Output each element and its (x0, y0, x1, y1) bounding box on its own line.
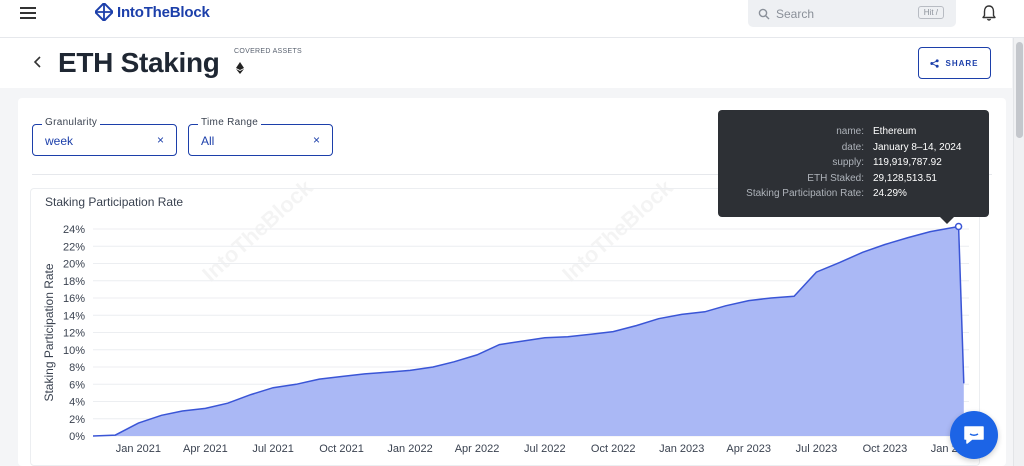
x-tick-label: Apr 2021 (183, 443, 228, 455)
granularity-label: Granularity (42, 117, 101, 128)
y-tick-label: 22% (63, 241, 85, 253)
x-tick-label: Oct 2021 (319, 443, 364, 455)
share-label: SHARE (945, 58, 979, 68)
tooltip-key: Staking Participation Rate: (746, 188, 864, 199)
search-input[interactable] (776, 6, 906, 21)
y-tick-label: 10% (63, 345, 85, 357)
series-line (92, 225, 965, 437)
y-tick-label: 0% (69, 431, 85, 443)
chat-icon (964, 426, 984, 444)
search-bar[interactable]: Hit / (748, 0, 956, 27)
page-header: ETH Staking COVERED ASSETS SHARE (0, 38, 1012, 88)
ethereum-icon[interactable] (236, 62, 244, 74)
y-tick-label: 14% (63, 310, 85, 322)
divider (32, 174, 992, 175)
top-navigation: IntoTheBlock Hit / (0, 0, 1024, 38)
close-icon[interactable]: × (156, 133, 164, 147)
tooltip-row: supply: 119,919,787.92 (718, 157, 989, 171)
x-tick-label: Jan 2021 (116, 443, 161, 455)
share-button[interactable]: SHARE (918, 47, 991, 79)
covered-assets-label: COVERED ASSETS (234, 48, 302, 55)
share-icon (930, 58, 940, 68)
tooltip-row: ETH Staked: 29,128,513.51 (718, 173, 989, 187)
tooltip-value: 24.29% (873, 188, 907, 199)
x-tick-label: Jan 2023 (659, 443, 704, 455)
y-tick-label: 24% (63, 224, 85, 236)
y-tick-label: 2% (69, 414, 85, 426)
y-tick-label: 6% (69, 379, 85, 391)
close-icon[interactable]: × (312, 133, 320, 147)
x-tick-label: Jul 2022 (524, 443, 566, 455)
tooltip-row: name: Ethereum (718, 126, 989, 140)
bell-icon[interactable] (981, 4, 997, 22)
x-tick-label: Apr 2023 (726, 443, 771, 455)
staking-rate-chart[interactable]: 0% 2% 4% 6% 8% 10% 12% 14% 16% 18% 20% 22% 24% Jan 20… (31, 189, 981, 466)
y-axis-label: Staking Participation Rate (42, 263, 56, 401)
hamburger-icon[interactable] (20, 7, 36, 19)
y-tick-label: 18% (63, 276, 85, 288)
tooltip-row: Staking Participation Rate: 24.29% (718, 188, 989, 202)
scrollbar[interactable] (1013, 38, 1024, 466)
scrollbar-thumb[interactable] (1016, 42, 1023, 138)
brand-logo[interactable]: IntoTheBlock (95, 2, 210, 22)
granularity-value: week (45, 134, 74, 148)
brand-name: IntoTheBlock (117, 3, 210, 21)
chevron-left-icon[interactable] (33, 55, 43, 69)
x-tick-label: Oct 2023 (863, 443, 908, 455)
tooltip-key: supply: (832, 157, 864, 168)
highlight-point (954, 222, 963, 231)
x-tick-label: Oct 2022 (591, 443, 636, 455)
x-tick-label: Apr 2022 (455, 443, 500, 455)
search-shortcut-hint: Hit / (917, 6, 944, 19)
x-tick-label: Jul 2023 (796, 443, 838, 455)
search-icon (758, 8, 770, 19)
x-tick-label: Jul 2021 (252, 443, 294, 455)
tooltip-arrow (940, 217, 954, 224)
chat-button[interactable] (950, 411, 998, 459)
tooltip-value: 119,919,787.92 (873, 157, 942, 168)
y-tick-label: 20% (63, 259, 85, 271)
series-area (93, 226, 964, 436)
time-range-select[interactable]: Time Range All × (188, 117, 333, 156)
tooltip-value: Ethereum (873, 126, 917, 137)
y-tick-label: 4% (69, 397, 85, 409)
chart-panel: Staking Participation Rate 0% 2% 4% 6% 8% 10%… (30, 188, 980, 466)
page-title: ETH Staking (58, 47, 220, 78)
chart-tooltip: name: Ethereum date: January 8–14, 2024 supp… (718, 110, 989, 217)
granularity-select[interactable]: Granularity week × (32, 117, 177, 156)
y-tick-label: 16% (63, 293, 85, 305)
time-range-value: All (201, 134, 215, 148)
tooltip-row: date: January 8–14, 2024 (718, 142, 989, 156)
y-tick-label: 12% (63, 328, 85, 340)
tooltip-key: date: (841, 141, 864, 153)
y-tick-label: 8% (69, 362, 85, 374)
x-tick-label: Jan 2022 (387, 443, 432, 455)
chart-title: Staking Participation Rate (45, 195, 184, 209)
tooltip-key: name: (836, 126, 864, 137)
time-range-label: Time Range (198, 117, 262, 128)
tooltip-value: 29,128,513.51 (873, 172, 937, 184)
tooltip-key: ETH Staked: (807, 172, 864, 184)
logo-mark-icon (95, 3, 113, 21)
tooltip-value: January 8–14, 2024 (873, 141, 962, 153)
